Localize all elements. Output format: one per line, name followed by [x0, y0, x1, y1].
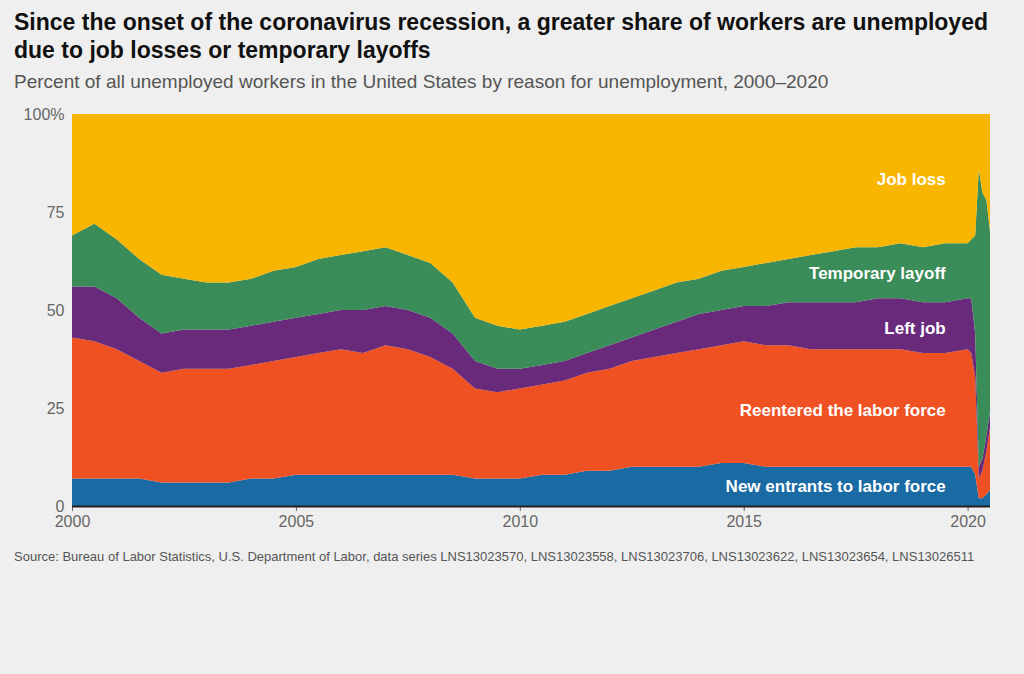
svg-text:Job loss: Job loss [877, 170, 946, 189]
svg-text:0: 0 [55, 497, 65, 515]
html-text:Source: Bureau of Labor Statis: Source: Bureau of Labor Statistics, U.S.… [14, 549, 975, 564]
svg-text:50: 50 [47, 302, 65, 319]
html-text:Percent of all unemployed work: Percent of all unemployed workers in the… [14, 71, 829, 92]
svg-text:2000: 2000 [55, 513, 91, 530]
svg-text:2010: 2010 [503, 513, 539, 530]
svg-text:2005: 2005 [279, 513, 315, 530]
svg-text:2015: 2015 [726, 513, 762, 530]
svg-text:Left job: Left job [884, 319, 945, 338]
svg-text:75: 75 [47, 204, 65, 221]
html-text:Since the onset of the coronav: Since the onset of the coronavirus reces… [14, 9, 988, 63]
svg-text:New entrants to labor force: New entrants to labor force [726, 477, 946, 496]
svg-text:Reentered the labor force: Reentered the labor force [740, 401, 946, 420]
svg-text:25: 25 [47, 400, 65, 417]
svg-text:2020: 2020 [950, 513, 986, 530]
svg-text:Temporary layoff: Temporary layoff [809, 264, 946, 283]
svg-text:100%: 100% [24, 106, 65, 123]
